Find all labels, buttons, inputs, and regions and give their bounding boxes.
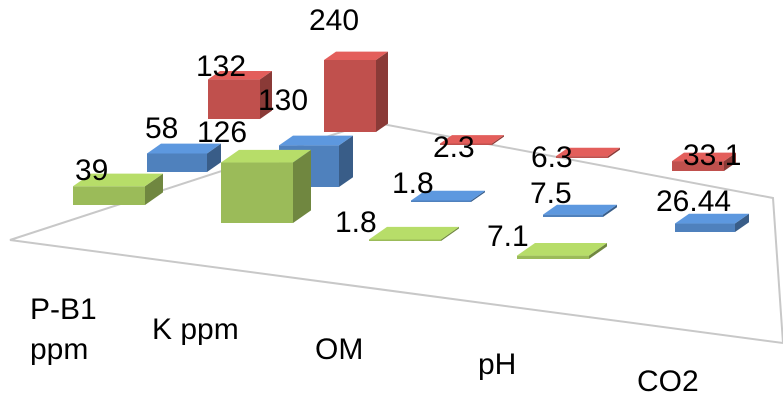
- data-label-1-0: 58: [145, 112, 178, 145]
- bar-front: [517, 255, 589, 259]
- bar-1-4: [675, 213, 749, 232]
- bar-top: [543, 204, 617, 215]
- category-label-3: pH: [478, 348, 517, 381]
- category-label-0: P-B1 ppm: [30, 293, 97, 366]
- category-label-2: OM: [315, 333, 364, 366]
- bar-top: [147, 143, 221, 154]
- bar-0-3: [556, 147, 620, 158]
- bar-top: [73, 173, 163, 187]
- bar-front: [543, 214, 603, 217]
- bar-top: [221, 149, 311, 163]
- bar-2-1: [221, 149, 311, 223]
- bar-top: [324, 51, 388, 60]
- bar-side: [207, 143, 221, 172]
- bar-front: [672, 161, 724, 171]
- data-label-1-3: 7.5: [530, 177, 572, 210]
- category-label-4: CO2: [637, 365, 699, 398]
- bar-top: [411, 190, 485, 201]
- data-label-2-1: 126: [197, 116, 247, 149]
- bar-top: [440, 135, 504, 144]
- bar-side: [339, 135, 353, 187]
- bar-side: [589, 242, 607, 259]
- value-labels: 132 240 2.3 6.3 33.1 58 130 1.8 7.5 26.44 39 126 1.8…: [75, 4, 741, 253]
- bar-0-0: [208, 71, 272, 119]
- bar-front: [556, 156, 608, 158]
- bar-front: [208, 79, 260, 119]
- bar-1-2: [411, 190, 485, 202]
- data-label-0-1: 240: [309, 4, 359, 37]
- data-label-2-0: 39: [75, 154, 108, 187]
- bar-0-4: [672, 152, 736, 171]
- bar-top: [675, 213, 749, 224]
- bar-1-3: [543, 204, 617, 217]
- bar-front: [73, 186, 145, 205]
- bar-side: [724, 152, 736, 171]
- bar-front: [324, 60, 376, 132]
- data-label-1-4: 26.44: [656, 185, 731, 218]
- bar-top: [517, 242, 607, 256]
- bar-side: [603, 204, 617, 217]
- bar-2-0: [73, 173, 163, 205]
- data-label-1-2: 1.8: [392, 167, 434, 200]
- bar-1-0: [147, 143, 221, 172]
- bar-side: [441, 226, 459, 241]
- bar-side: [293, 149, 311, 223]
- bar-side: [145, 173, 163, 205]
- bar-2-3: [517, 242, 607, 259]
- bar-front: [440, 143, 492, 145]
- bar-top: [208, 71, 272, 80]
- data-label-0-4: 33.1: [683, 139, 741, 172]
- bar-side: [471, 190, 485, 202]
- bar-side: [492, 135, 504, 145]
- bar-front: [675, 223, 735, 232]
- bar-front: [147, 153, 207, 172]
- data-label-0-2: 2.3: [433, 131, 475, 164]
- bar-top: [672, 152, 736, 162]
- data-label-0-0: 132: [196, 50, 246, 83]
- bar-side: [376, 51, 388, 132]
- bar-2-2: [369, 226, 459, 241]
- bar-front: [411, 200, 471, 202]
- bars: [73, 51, 749, 259]
- data-label-0-3: 6.3: [531, 141, 573, 174]
- data-label-2-3: 7.1: [487, 220, 529, 253]
- data-label-1-1: 130: [258, 84, 308, 117]
- category-label-1: K ppm: [152, 313, 239, 346]
- bar-0-2: [440, 135, 504, 145]
- bar-0-1: [324, 51, 388, 132]
- bar-side: [260, 71, 272, 119]
- bar-side: [608, 147, 620, 158]
- bar-top: [556, 147, 620, 157]
- bar-top: [279, 135, 353, 146]
- bar-top: [369, 226, 459, 240]
- bar-front: [369, 239, 441, 241]
- bar-front: [221, 162, 293, 223]
- bar-side: [735, 213, 749, 232]
- data-label-2-2: 1.8: [335, 206, 377, 239]
